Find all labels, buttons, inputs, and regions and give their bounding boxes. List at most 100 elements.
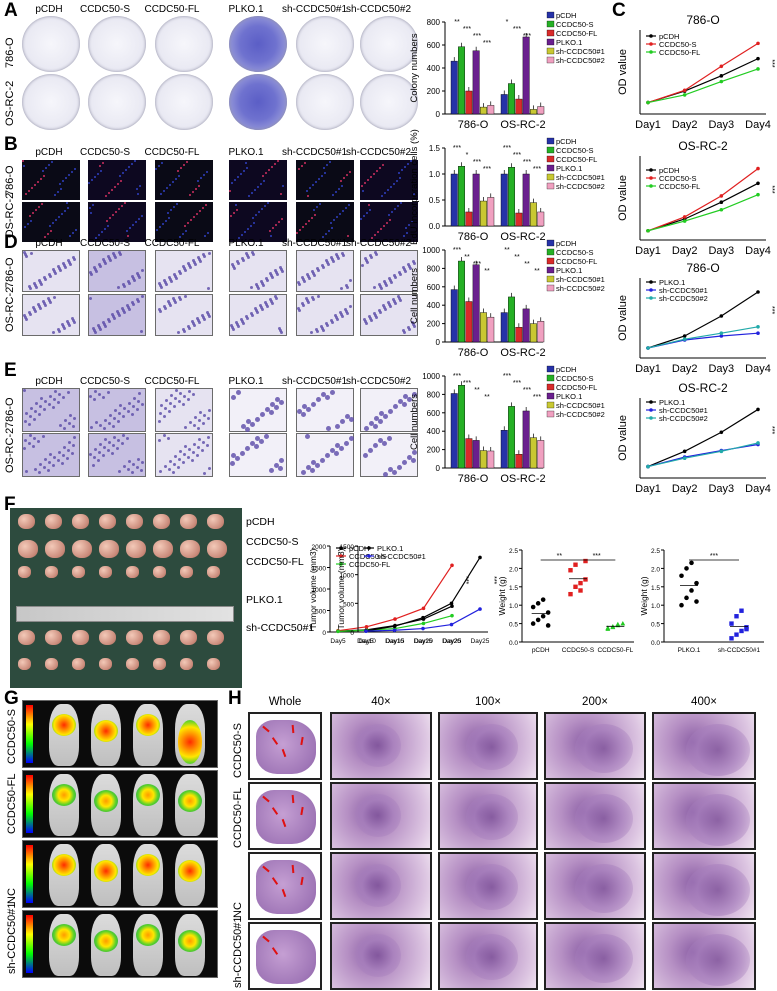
stained-cell <box>164 307 167 310</box>
stained-cell <box>208 467 211 470</box>
stained-cell <box>172 297 175 300</box>
cell-dot <box>251 192 253 194</box>
cell-dot <box>170 209 172 211</box>
data-point <box>545 623 551 628</box>
stained-cell <box>206 444 209 447</box>
stained-cell <box>53 270 56 273</box>
stained-cell <box>407 263 410 266</box>
significance-label: *** <box>473 261 481 268</box>
y-tick-label: 800 <box>427 390 441 399</box>
y-axis-label: Weight (g) <box>639 576 649 615</box>
tumor-nodule <box>575 934 633 983</box>
cell-dot <box>64 210 66 212</box>
stained-cell <box>168 468 171 471</box>
cell-dot <box>333 219 335 221</box>
stained-cell <box>112 425 115 428</box>
edu-bar-chart: 0.0 0.5 1.0 1.5 EdU Incorporation cells (%) 7… <box>409 129 605 245</box>
edu-fluorescence-image <box>360 202 418 242</box>
scale-bar <box>26 705 33 763</box>
cell-dot <box>301 165 303 167</box>
stained-cell <box>107 318 110 321</box>
cell-dot <box>141 215 143 217</box>
significance-label: ** <box>484 394 490 401</box>
cell-dot <box>343 177 345 179</box>
cell-dot <box>43 175 45 177</box>
tumor-sample <box>45 658 58 670</box>
stained-cell <box>69 414 72 417</box>
cell-dot <box>346 174 348 176</box>
bar <box>465 438 473 469</box>
cell-dot <box>92 204 94 206</box>
cell-dot <box>243 170 245 172</box>
stained-cell <box>203 472 206 475</box>
edu-fluorescence-image <box>296 160 354 200</box>
stained-cell <box>122 283 125 286</box>
stained-cell <box>44 400 47 403</box>
column-title: sh-CCDC50#1 <box>282 4 348 15</box>
cell-dot <box>32 212 34 214</box>
column-title: CCDC50-FL <box>144 147 200 158</box>
legend-swatch <box>546 374 555 382</box>
data-point <box>421 606 426 611</box>
stained-cell <box>274 405 279 410</box>
colony-dish-image <box>229 74 287 130</box>
stained-cell <box>131 275 134 278</box>
stained-cell <box>49 301 52 304</box>
data-point <box>756 325 760 329</box>
stained-cell <box>399 299 402 302</box>
stained-cell <box>29 287 32 290</box>
cell-dot <box>250 225 252 227</box>
significance-label: *** <box>768 306 775 314</box>
data-point <box>605 625 611 630</box>
data-point <box>578 588 583 593</box>
bar <box>508 296 516 343</box>
stained-cell <box>393 404 398 409</box>
significance-label: *** <box>513 152 521 159</box>
stained-cell <box>68 324 71 327</box>
stained-cell <box>246 419 251 424</box>
stained-cell <box>117 286 120 289</box>
legend-label: sh-CCDC50#2 <box>556 182 605 191</box>
row-label: OS-RC-2 <box>4 192 16 238</box>
legend-label: pCDH <box>349 544 369 553</box>
mouse <box>49 704 79 766</box>
data-point <box>364 625 369 629</box>
y-tick-label: 800 <box>427 18 441 27</box>
stained-cell <box>368 448 373 453</box>
stained-cell <box>388 303 391 306</box>
stained-cell <box>189 421 192 424</box>
stained-cell <box>235 321 238 324</box>
invasion-bar-chart: 0 200 400 600 800 1000 Cell numbers 786-O OS-RC-… <box>409 365 605 485</box>
bar <box>458 260 465 343</box>
legend-label: sh-CCDC50#2 <box>659 414 708 423</box>
bar <box>529 437 537 469</box>
y-tick-label: 0.0 <box>509 640 518 647</box>
cell-dot <box>391 211 393 213</box>
stained-cell <box>48 273 51 276</box>
cell-dot <box>29 215 31 217</box>
tumor-nodule <box>575 864 633 913</box>
stained-cell <box>191 320 194 323</box>
data-point <box>756 166 760 171</box>
y-tick-label: 200 <box>427 446 441 455</box>
y-tick-label: 500 <box>343 601 354 608</box>
stained-cell <box>197 319 200 322</box>
column-title: CCDC50-FL <box>144 238 200 249</box>
cell-dot <box>97 173 99 175</box>
x-tick-label: Day4 <box>745 363 771 375</box>
legend-swatch <box>546 266 555 274</box>
y-tick-label: 400 <box>427 427 441 436</box>
cell-dot <box>172 181 174 183</box>
stained-cell <box>63 446 66 449</box>
cell-dot <box>244 231 246 233</box>
legend-swatch <box>546 401 555 409</box>
stained-cell <box>199 260 202 263</box>
stained-cell <box>140 469 143 472</box>
bar <box>508 167 516 227</box>
stained-cell <box>231 263 234 266</box>
stained-cell <box>364 426 369 431</box>
legend-label: CCDC50-S <box>556 146 594 155</box>
cell-dot <box>117 183 119 185</box>
cell-dot <box>158 165 160 167</box>
